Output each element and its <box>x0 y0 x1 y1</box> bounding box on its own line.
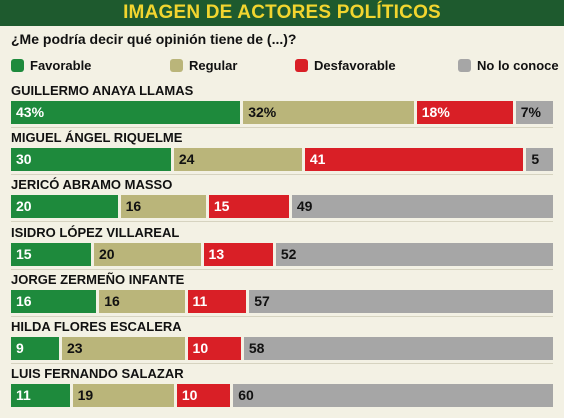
bar-segment-favorable: 16 <box>11 289 97 313</box>
bar-segment-desfavorable: 10 <box>176 384 231 408</box>
bar-segment-desfavorable: 15 <box>208 195 289 219</box>
data-label: 15 <box>213 198 230 215</box>
bar-row: 30 24 41 5 <box>11 148 553 172</box>
data-label: 11 <box>192 292 208 309</box>
data-label: 5 <box>531 151 540 168</box>
data-label: 52 <box>280 245 297 262</box>
category-label: LUIS FERNANDO SALAZAR <box>11 366 184 382</box>
data-label: 43% <box>16 104 45 120</box>
data-label: 20 <box>98 245 115 262</box>
data-label: 7% <box>520 104 541 120</box>
data-label: 11 <box>16 387 31 404</box>
bar-segment-desfavorable: 13 <box>203 242 273 266</box>
bar-segment-no-lo-conoce: 57 <box>249 289 553 313</box>
category-label: GUILLERMO ANAYA LLAMAS <box>11 83 194 98</box>
data-label: 10 <box>192 340 209 356</box>
bar-segment-regular: 20 <box>93 242 201 266</box>
bar-segment-favorable: 11 <box>11 384 70 408</box>
data-label: 60 <box>238 387 254 404</box>
row-divider <box>11 174 553 176</box>
bar-segment-desfavorable: 18% <box>416 101 513 124</box>
category-label: JORGE ZERMEÑO INFANTE <box>11 271 185 287</box>
data-label: 20 <box>16 198 32 215</box>
legend-item-2: Desfavorable <box>295 58 396 73</box>
bar-row: 15 20 13 52 <box>11 242 553 266</box>
bar-segment-favorable: 43% <box>11 101 241 124</box>
legend-item-0: Favorable <box>11 58 91 73</box>
data-label: 41 <box>309 151 326 168</box>
bar-segment-regular: 32% <box>243 101 414 124</box>
row-divider <box>11 363 553 364</box>
category-label: ISIDRO LÓPEZ VILLAREAL <box>11 224 180 240</box>
row-divider <box>11 315 553 317</box>
legend-label: Favorable <box>30 58 92 73</box>
data-label: 9 <box>16 340 24 356</box>
legend-swatch <box>295 59 308 72</box>
bar-segment-no-lo-conoce: 58 <box>243 337 553 360</box>
legend-item-1: Regular <box>170 58 237 73</box>
data-label: 15 <box>16 245 32 262</box>
bar-row: 9 23 10 58 <box>11 337 553 360</box>
data-label: 49 <box>296 198 313 215</box>
bar-segment-favorable: 20 <box>11 195 118 219</box>
bar-row: 11 19 10 60 <box>11 384 553 408</box>
bar-row: 43% 32% 18% 7% <box>11 101 553 124</box>
bar-segment-no-lo-conoce: 49 <box>291 195 553 219</box>
bar-segment-favorable: 15 <box>11 242 91 266</box>
bar-segment-desfavorable: 11 <box>187 289 247 313</box>
data-label: 32% <box>248 104 277 120</box>
bar-segment-no-lo-conoce: 52 <box>275 242 553 266</box>
category-label: HILDA FLORES ESCALERA <box>11 319 182 334</box>
legend: Favorable Regular Desfavorable No lo conoce <box>11 58 561 76</box>
data-label: 13 <box>208 245 225 262</box>
data-label: 30 <box>16 151 32 168</box>
legend-swatch <box>170 59 183 72</box>
bar-segment-regular: 24 <box>173 148 302 172</box>
data-label: 16 <box>125 198 142 215</box>
data-label: 23 <box>66 340 83 356</box>
bar-row: 16 16 11 57 <box>11 289 553 313</box>
legend-item-3: No lo conoce <box>458 58 559 73</box>
data-label: 19 <box>77 387 94 404</box>
row-divider <box>11 127 553 128</box>
bar-segment-desfavorable: 10 <box>187 337 241 360</box>
bar-segment-no-lo-conoce: 5 <box>526 148 553 172</box>
legend-swatch <box>458 59 471 72</box>
category-label: MIGUEL ÁNGEL RIQUELME <box>11 130 183 146</box>
data-label: 16 <box>16 292 32 309</box>
data-label: 57 <box>254 292 270 309</box>
data-label: 18% <box>421 104 450 120</box>
chart-title: IMAGEN DE ACTORES POLÍTICOS <box>0 0 564 26</box>
bar-segment-favorable: 30 <box>11 148 171 172</box>
bar-segment-regular: 19 <box>72 384 174 408</box>
data-label: 24 <box>178 151 195 168</box>
bar-row: 20 16 15 49 <box>11 195 553 219</box>
data-label: 58 <box>248 340 265 356</box>
bar-segment-no-lo-conoce: 7% <box>515 101 553 124</box>
bar-segment-favorable: 9 <box>11 337 59 360</box>
data-label: 10 <box>181 387 198 404</box>
data-label: 16 <box>104 292 120 309</box>
bar-segment-regular: 16 <box>99 289 185 313</box>
row-divider <box>11 221 553 223</box>
legend-label: No lo conoce <box>477 58 559 73</box>
legend-swatch <box>11 59 24 72</box>
row-divider <box>11 268 553 270</box>
legend-label: Regular <box>189 58 238 73</box>
bar-segment-no-lo-conoce: 60 <box>233 384 553 408</box>
bar-segment-regular: 16 <box>120 195 206 219</box>
bar-segment-regular: 23 <box>61 337 185 360</box>
legend-label: Desfavorable <box>314 58 396 73</box>
category-label: JERICÓ ABRAMO MASSO <box>11 177 173 193</box>
survey-question: ¿Me podría decir qué opinión tiene de (.… <box>11 31 297 47</box>
bar-segment-desfavorable: 41 <box>304 148 524 172</box>
